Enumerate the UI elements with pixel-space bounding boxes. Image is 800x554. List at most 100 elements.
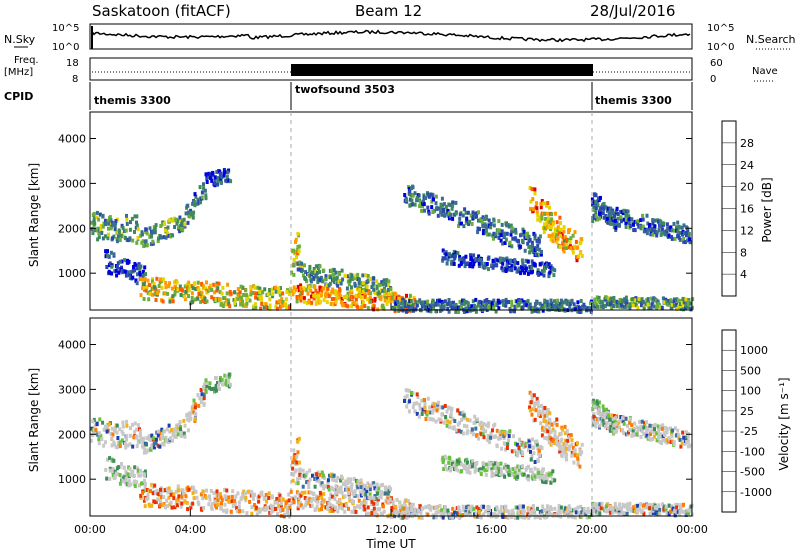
echo-cell bbox=[548, 303, 552, 308]
echo-cell bbox=[558, 446, 562, 451]
echo-cell bbox=[318, 472, 322, 477]
echo-cell bbox=[194, 287, 198, 291]
echo-cell bbox=[611, 416, 615, 421]
echo-cell bbox=[461, 513, 465, 517]
echo-cell bbox=[104, 249, 108, 254]
echo-cell bbox=[192, 210, 196, 215]
echo-cell bbox=[629, 224, 633, 228]
echo-cell bbox=[339, 502, 343, 507]
echo-cell bbox=[498, 430, 502, 435]
echo-cell bbox=[116, 234, 120, 239]
echo-cell bbox=[377, 495, 381, 500]
echo-cell bbox=[568, 435, 571, 440]
echo-cell bbox=[592, 414, 596, 419]
echo-cell bbox=[481, 461, 485, 466]
echo-cell bbox=[448, 406, 451, 411]
echo-cell bbox=[179, 427, 182, 432]
echo-cell bbox=[124, 471, 128, 476]
echo-cell bbox=[336, 509, 340, 514]
echo-cell bbox=[454, 250, 458, 255]
echo-cell bbox=[128, 467, 132, 471]
echo-cell bbox=[196, 393, 200, 398]
echo-cell bbox=[192, 200, 196, 205]
echo-cell bbox=[540, 509, 544, 514]
echo-cell bbox=[546, 307, 550, 312]
echo-cell bbox=[600, 501, 604, 506]
echo-cell bbox=[197, 292, 201, 296]
echo-cell bbox=[555, 442, 559, 447]
echo-cell bbox=[387, 489, 391, 494]
echo-cell bbox=[469, 213, 473, 218]
echo-cell bbox=[217, 281, 221, 286]
echo-cell bbox=[357, 498, 361, 503]
echo-cell bbox=[669, 225, 673, 230]
echo-cell bbox=[513, 309, 516, 314]
colorbar-tick-label: 12 bbox=[740, 224, 754, 237]
echo-cell bbox=[523, 264, 527, 269]
echo-cell bbox=[619, 219, 623, 224]
echo-cell bbox=[598, 423, 602, 428]
echo-cell bbox=[443, 505, 447, 510]
echo-cell bbox=[285, 506, 289, 510]
echo-cell bbox=[113, 224, 117, 229]
echo-cell bbox=[405, 515, 409, 520]
echo-cell bbox=[442, 458, 445, 463]
echo-cell bbox=[259, 306, 263, 311]
echo-cell bbox=[637, 427, 641, 432]
echo-cell bbox=[175, 280, 179, 285]
echo-cell bbox=[665, 440, 669, 445]
echo-cell bbox=[192, 403, 196, 408]
echo-cell bbox=[365, 284, 369, 289]
echo-cell bbox=[284, 504, 287, 509]
echo-cell bbox=[460, 221, 463, 226]
echo-cell bbox=[429, 309, 433, 314]
echo-cell bbox=[167, 284, 171, 289]
echo-cell bbox=[362, 300, 365, 305]
echo-cell bbox=[642, 511, 646, 516]
echo-cell bbox=[113, 475, 117, 480]
echo-cell bbox=[140, 232, 144, 237]
echo-cell bbox=[277, 504, 281, 509]
echo-cell bbox=[415, 198, 419, 203]
echo-cell bbox=[298, 260, 302, 265]
echo-cell bbox=[167, 495, 171, 500]
echo-cell bbox=[562, 445, 566, 449]
echo-cell bbox=[552, 303, 556, 308]
echo-cell bbox=[464, 463, 468, 468]
echo-cell bbox=[111, 470, 115, 475]
echo-cell bbox=[124, 273, 128, 278]
echo-cell bbox=[473, 307, 477, 312]
echo-cell bbox=[139, 493, 143, 498]
echo-cell bbox=[526, 443, 530, 448]
echo-cell bbox=[330, 297, 334, 301]
echo-cell bbox=[470, 222, 474, 226]
echo-cell bbox=[507, 438, 510, 443]
echo-cell bbox=[621, 418, 625, 423]
echo-cell bbox=[543, 222, 546, 227]
echo-cell bbox=[134, 225, 138, 230]
echo-cell bbox=[624, 432, 628, 437]
echo-cell bbox=[92, 211, 96, 216]
echo-cell bbox=[99, 227, 103, 232]
echo-cell bbox=[475, 433, 479, 438]
echo-cell bbox=[294, 287, 298, 292]
echo-cell bbox=[208, 175, 212, 180]
echo-cell bbox=[146, 492, 150, 497]
echo-cell bbox=[494, 434, 497, 439]
echo-cell bbox=[519, 271, 523, 276]
echo-cell bbox=[599, 304, 603, 309]
freq-left-tick-top: 18 bbox=[66, 58, 79, 69]
echo-cell bbox=[227, 298, 231, 303]
echo-cell bbox=[368, 295, 372, 300]
echo-cell bbox=[170, 286, 174, 291]
echo-cell bbox=[188, 283, 192, 288]
echo-cell bbox=[577, 510, 581, 515]
echo-cell bbox=[372, 276, 376, 281]
echo-cell bbox=[618, 425, 621, 430]
echo-cell bbox=[564, 454, 568, 459]
echo-cell bbox=[331, 508, 335, 513]
xtick-label: 12:00 bbox=[375, 523, 407, 536]
echo-cell bbox=[533, 248, 537, 253]
echo-cell bbox=[164, 281, 168, 285]
echo-cell bbox=[659, 434, 663, 439]
